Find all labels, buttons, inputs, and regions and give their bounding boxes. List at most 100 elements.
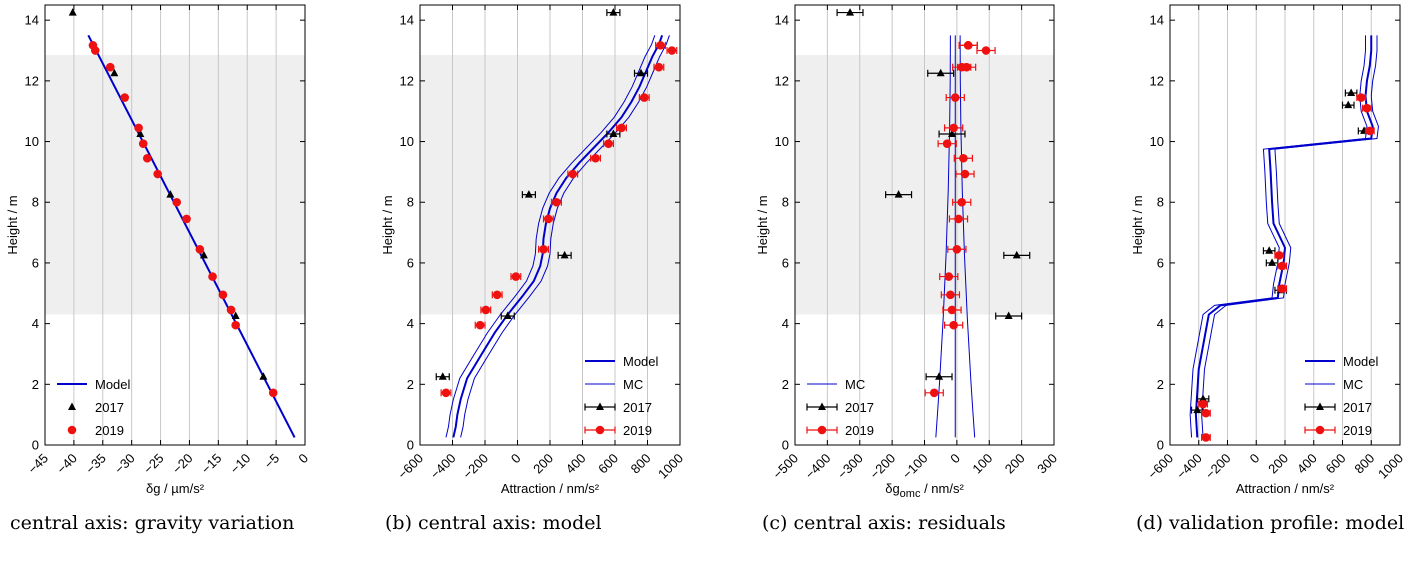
panel4-model-line [1194,35,1374,438]
panel1-point-2019 [153,169,162,179]
panel3-point-2017 [894,190,903,198]
panel2-xtick-label: 800 [628,451,654,477]
panel3-xlabel: δgomc / nm/s² [885,481,964,500]
panel3-point-2017 [948,129,957,137]
panel3-point-2019 [947,305,957,315]
panel1-point-2019 [195,244,205,254]
panel1-model-line [87,34,296,438]
panel2-ylabel: Height / m [380,195,395,254]
panel2-xtick-label: 600 [595,451,621,477]
panel3-point-2017 [935,372,944,380]
panel3-point-2019 [952,244,962,254]
panel3-point-2019 [942,139,952,148]
panel2-mc-line [445,35,656,438]
panel2-legend-label: Model [623,354,659,369]
panel3-ytick-label: 6 [782,255,789,270]
panel2-point-2019 [604,139,613,148]
panel4-point-2019 [1201,408,1211,418]
panel2-point-2017 [560,250,569,259]
panel1-point-2019 [90,46,100,55]
panel3-point-2019 [959,153,968,163]
panel2-xtick-label: 0 [508,451,524,467]
panel4-xtick-label: 800 [1351,451,1377,477]
panel1-shaded-band [45,55,305,315]
panel2-ytick-label: 4 [407,316,414,331]
panel1-xtick-label: 0 [295,451,311,467]
panel2-point-2017 [524,190,533,198]
panel1-xtick-label: −40 [54,451,80,477]
panel1-ytick-label: 12 [25,73,39,88]
panel2-legend-2019-marker [595,425,605,435]
panel4-mc-line [1201,35,1379,438]
panel4-point-2017 [1344,100,1353,109]
panel2-point-2019 [617,123,626,133]
panel2-point-2019 [639,93,649,102]
panel1-xtick-label: −10 [227,451,253,477]
panel4-point-2017 [1199,394,1208,402]
panel4-ytick-label: 12 [1150,73,1164,88]
panel1-frame [44,4,306,446]
panel3-point-2019 [944,272,954,281]
panel2-xtick-label: 400 [563,451,589,477]
panel1-point-2017 [231,311,240,320]
panel1-legend-label: Model [95,377,131,392]
panel4-point-2019 [1362,103,1372,113]
panel2-xtick-label: 200 [530,451,556,477]
panel3-point-2019 [946,290,955,300]
panel2-ytick-label: 2 [407,377,414,392]
panel3-ytick-label: 8 [782,195,789,210]
panel4-point-2019 [1277,261,1287,271]
panel2-point-2017 [609,129,618,137]
panel3-point-2017 [1012,250,1021,259]
panel4-ytick-label: 10 [1150,134,1164,149]
panel3-point-2019 [929,388,939,398]
panel4-point-2019 [1356,93,1366,102]
panel4-legend-2017-marker [1316,402,1324,410]
panel2-point-2019 [656,41,665,50]
caption-d: (d) validation profile: model [1136,512,1405,534]
panel1-point-2017 [110,68,119,77]
panel4-legend-2019-marker [1315,425,1325,435]
panel4-xtick-label: 400 [1294,451,1320,477]
panel3-ytick-label: 0 [782,438,789,453]
panel3-ytick-label: 12 [775,73,789,88]
panel3-xtick-label: 100 [969,451,995,477]
panel2-point-2019 [481,305,491,315]
panel1-xlabel: δg / µm/s² [146,481,205,496]
panel4-point-2017 [1265,246,1274,254]
panel2-point-2019 [475,320,485,330]
panel4-xtick-label: 0 [1247,451,1263,467]
caption-b: (b) central axis: model [385,512,602,534]
panel2-ytick-label: 12 [400,73,414,88]
panel1-ytick-label: 10 [25,134,39,149]
panel1-ytick-label: 0 [32,438,39,453]
panel1-legend-2019-marker [67,425,77,435]
panel4-xtick-label: 600 [1323,451,1349,477]
panel2-legend-2017-marker [596,402,604,410]
panel1-point-2017 [166,190,175,198]
panel4-point-2017 [1193,405,1202,414]
panel1-point-2019 [172,197,182,207]
panel1-point-2019 [142,153,152,163]
panel3-xtick-label: −300 [835,451,866,482]
panel1-ytick-label: 2 [32,377,39,392]
panel4-ylabel: Height / m [1130,195,1145,254]
panel3-ytick-label: 4 [782,316,789,331]
panel4-xtick-label: −600 [1145,451,1176,482]
panel4-point-2019 [1201,433,1211,442]
panel1-xtick-label: −25 [140,451,166,477]
panel3-xtick-label: −100 [899,451,930,482]
panel3-point-2017 [936,68,945,77]
panel1-xtick-label: −35 [83,451,109,477]
panel3-point-2019 [949,123,958,133]
panel3-point-2019 [949,320,958,330]
panel4-xtick-label: −200 [1202,451,1233,482]
panel1-point-2019 [134,123,143,133]
panel3-mc-line [959,35,976,438]
panel4-ytick-label: 6 [1157,255,1164,270]
panel4-ytick-label: 4 [1157,316,1164,331]
panel1-point-2019 [226,305,236,315]
panel1-legend-2017-marker [68,402,76,410]
panel3-xtick-label: −200 [867,451,898,482]
panel2-point-2017 [503,311,512,320]
